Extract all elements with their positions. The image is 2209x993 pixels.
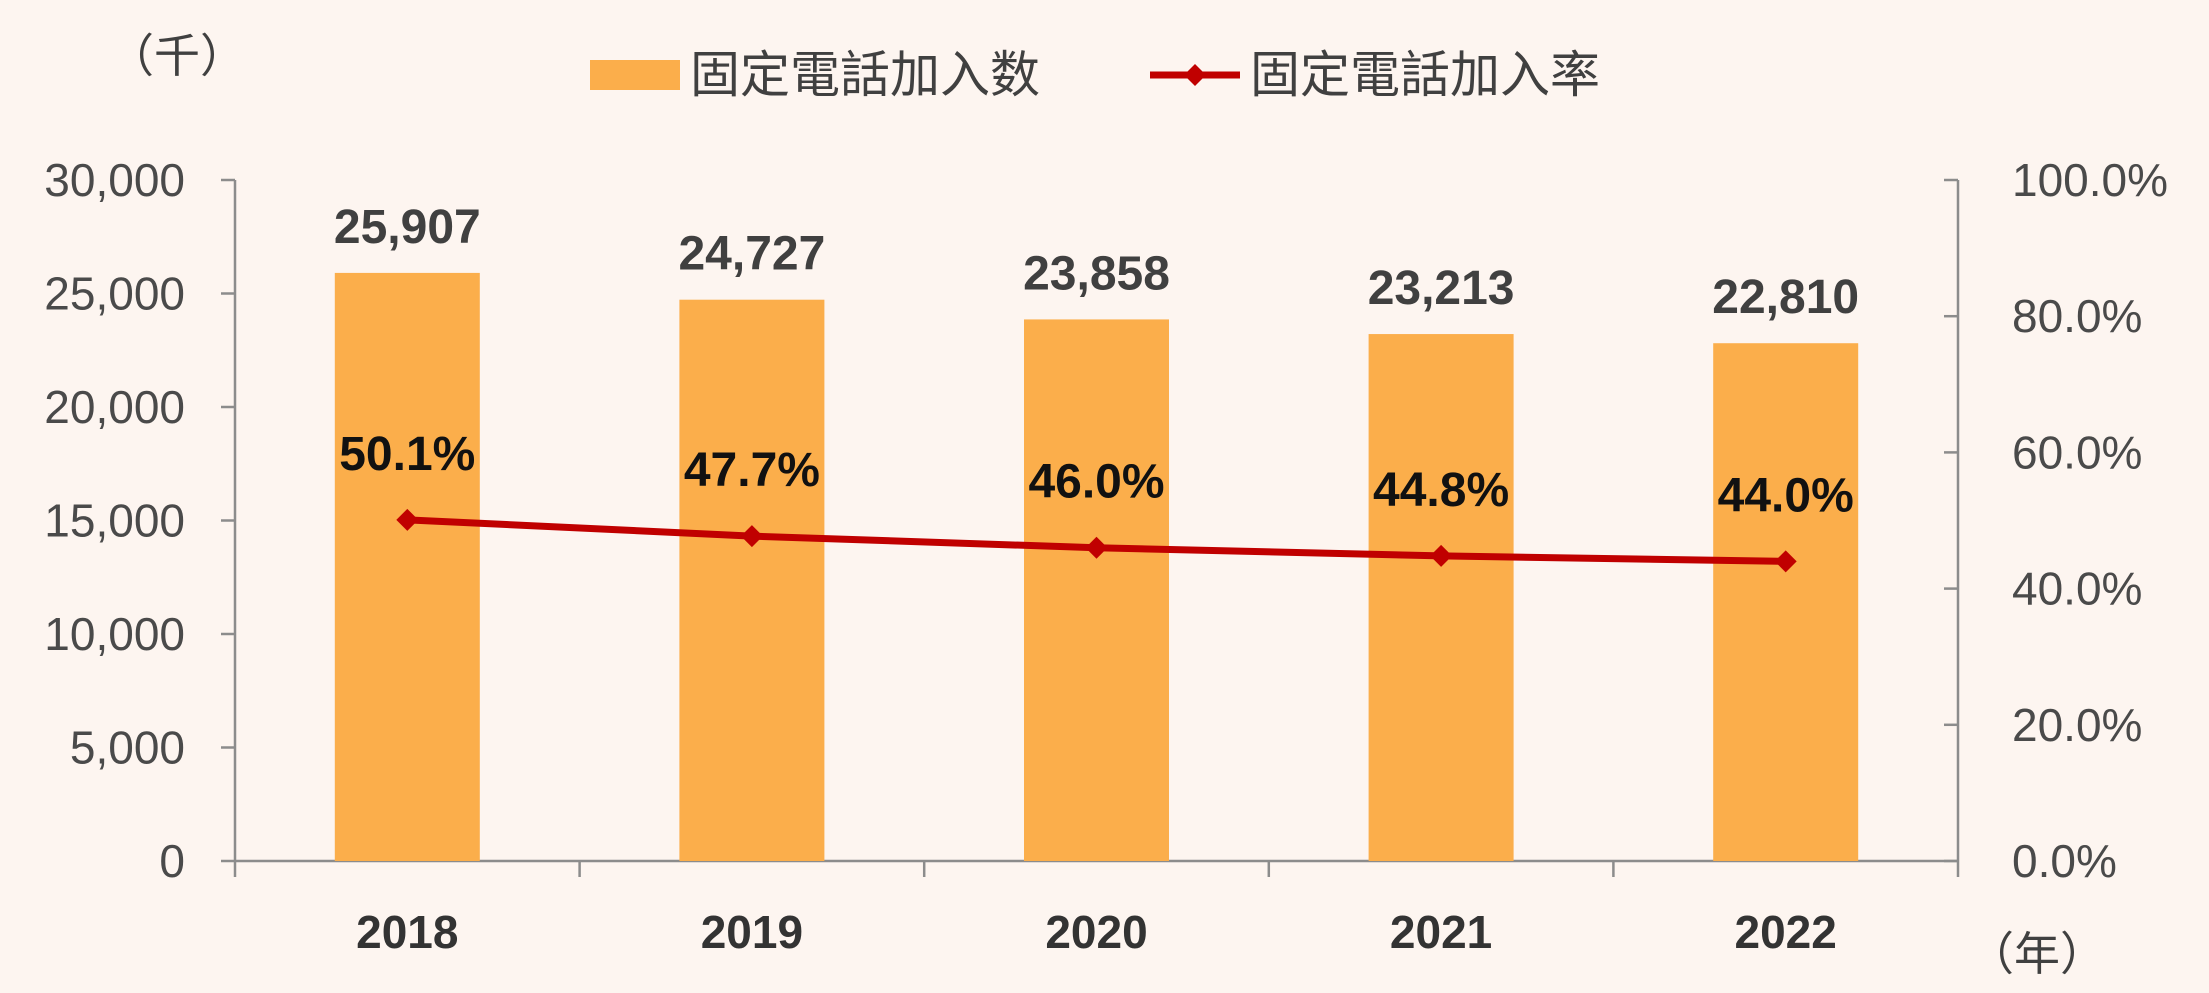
left-axis-tick-label: 5,000: [70, 722, 185, 774]
legend-bar-swatch: [590, 60, 680, 90]
bar: [1024, 319, 1169, 861]
rate-marker: [1774, 550, 1797, 573]
rate-marker: [396, 508, 419, 531]
bar-data-label: 24,727: [678, 228, 825, 281]
rate-data-labels: 50.1% 47.7% 46.0% 44.8% 44.0%: [339, 428, 1854, 523]
x-axis-category-label: 2020: [1045, 906, 1147, 958]
left-axis-unit: （千）: [108, 29, 246, 83]
right-axis-tick-label: 80.0%: [2012, 290, 2142, 342]
rate-data-label: 46.0%: [1028, 456, 1164, 509]
rate-marker: [740, 525, 763, 548]
bar: [1713, 343, 1859, 861]
x-axis-category-label: 2018: [356, 906, 458, 958]
rate-line-series: [396, 508, 1797, 573]
x-axis-unit: （年）: [1968, 927, 2106, 981]
right-axis-tick-label: 40.0%: [2012, 563, 2142, 615]
rate-marker: [1085, 536, 1108, 559]
x-axis-category-label: 2019: [701, 906, 803, 958]
right-axis-tick-label: 0.0%: [2012, 835, 2117, 887]
right-axis-tick-label: 60.0%: [2012, 426, 2142, 478]
rate-data-label: 47.7%: [684, 444, 820, 497]
bar-data-label: 25,907: [334, 201, 481, 254]
legend-line-label: 固定電話加入率: [1250, 46, 1600, 104]
right-axis-tick-label: 20.0%: [2012, 699, 2142, 751]
left-axis-tick-label: 10,000: [44, 608, 185, 660]
bar-data-labels: 25,907 24,727 23,858 23,213 22,810: [334, 201, 1859, 324]
bar: [1368, 334, 1514, 861]
x-axis-category-label: 2022: [1735, 906, 1837, 958]
legend: 固定電話加入数 固定電話加入率: [590, 46, 1600, 104]
legend-line-marker: [1184, 64, 1206, 86]
rate-marker: [1430, 544, 1453, 567]
x-axis-category-label: 2021: [1390, 906, 1492, 958]
axes: 0 5,000 10,000 15,000 20,000 25,000 30,000 0.0%…: [44, 154, 2168, 958]
rate-data-label: 50.1%: [339, 428, 475, 481]
left-axis-tick-label: 20,000: [44, 381, 185, 433]
bar: [334, 272, 480, 861]
bar-data-label: 23,858: [1023, 247, 1170, 300]
right-axis-tick-label: 100.0%: [2012, 154, 2168, 206]
bars: [334, 272, 1859, 861]
left-axis-tick-label: 30,000: [44, 154, 185, 206]
left-axis-tick-label: 25,000: [44, 268, 185, 320]
left-axis-tick-label: 0: [159, 835, 185, 887]
legend-bar-label: 固定電話加入数: [690, 46, 1040, 104]
rate-data-label: 44.8%: [1373, 464, 1509, 517]
left-axis-tick-label: 15,000: [44, 495, 185, 547]
bar-data-label: 22,810: [1712, 271, 1859, 324]
bar: [679, 299, 825, 861]
bar-data-label: 23,213: [1368, 262, 1515, 315]
rate-data-label: 44.0%: [1718, 469, 1854, 522]
